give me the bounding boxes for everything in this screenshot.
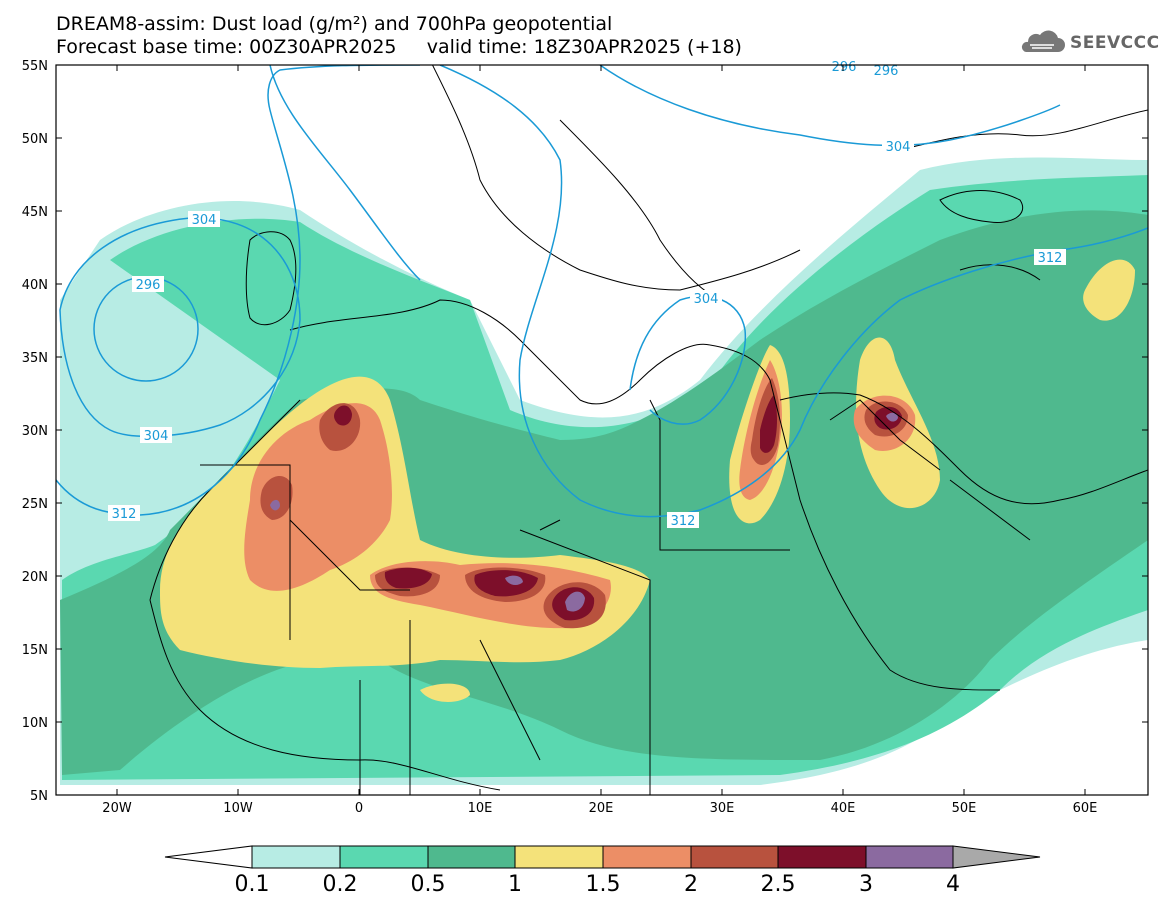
colorbar-max-arrow bbox=[952, 845, 1041, 869]
contour-label: 304 bbox=[144, 429, 169, 444]
longitude-labels: 20W 10W 0 10E 20E 30E 40E 50E 60E bbox=[102, 801, 1097, 816]
colorbar-level-label: 1 bbox=[508, 872, 522, 897]
colorbar-swatch bbox=[251, 845, 341, 869]
logo-text: SEEVCCC bbox=[1070, 33, 1160, 53]
contour-label: 304 bbox=[192, 213, 217, 228]
colorbar-level-label: 2 bbox=[684, 872, 698, 897]
colorbar-level-label: 0.1 bbox=[234, 872, 270, 897]
lat-tick-label: 30N bbox=[22, 424, 48, 439]
colorbar-min-arrow bbox=[164, 845, 253, 869]
lon-tick-label: 0 bbox=[355, 801, 363, 816]
map-body bbox=[56, 65, 1148, 795]
colorbar-swatch bbox=[690, 845, 779, 869]
coastlines bbox=[149, 65, 1148, 795]
dust-band-2.5 bbox=[334, 405, 352, 426]
contour-label: 296 bbox=[874, 64, 899, 79]
contour-labels: 296 296 304 296 304 304 312 312 304 312 bbox=[108, 58, 1066, 529]
contour-label: 312 bbox=[671, 514, 696, 529]
colorbar-level-label: 3 bbox=[859, 872, 873, 897]
map-title-line2: Forecast base time: 00Z30APR2025 valid t… bbox=[56, 36, 742, 58]
latitude-labels: 55N 50N 45N 40N 35N 30N 25N 20N 15N 10N … bbox=[22, 59, 48, 804]
lat-tick-label: 10N bbox=[22, 716, 48, 731]
colorbar-level-label: 1.5 bbox=[585, 872, 621, 897]
contour-304-north bbox=[599, 65, 1061, 147]
lat-tick-label: 45N bbox=[22, 205, 48, 220]
colorbar-swatch bbox=[339, 845, 429, 869]
contour-label: 296 bbox=[832, 60, 857, 75]
lon-tick-label: 10E bbox=[468, 801, 493, 816]
lon-tick-label: 20W bbox=[102, 801, 132, 816]
lat-tick-label: 50N bbox=[22, 132, 48, 147]
lat-tick-label: 55N bbox=[22, 59, 48, 74]
dust-band-2.5 bbox=[384, 567, 432, 589]
contour-304-east bbox=[629, 295, 747, 425]
dust-band-2.5 bbox=[474, 570, 538, 597]
dust-band-1 bbox=[420, 683, 470, 702]
dust-band-3 bbox=[505, 575, 523, 586]
dust-band-3 bbox=[886, 412, 898, 422]
colorbar-swatch bbox=[514, 845, 604, 869]
geopotential-contours bbox=[56, 65, 1148, 518]
map-title-line1: DREAM8-assim: Dust load (g/m²) and 700hP… bbox=[56, 13, 613, 35]
contour-label: 312 bbox=[1038, 251, 1063, 266]
colorbar-level-label: 0.5 bbox=[410, 872, 446, 897]
lat-tick-label: 25N bbox=[22, 497, 48, 512]
lat-tick-label: 15N bbox=[22, 643, 48, 658]
contour-label: 304 bbox=[886, 140, 911, 155]
dust-band-1.5 bbox=[244, 403, 392, 591]
contour-label: 304 bbox=[694, 292, 719, 307]
lat-tick-label: 35N bbox=[22, 351, 48, 366]
dust-band-2.5 bbox=[760, 395, 777, 453]
dust-band-2 bbox=[260, 475, 293, 520]
lon-tick-label: 30E bbox=[710, 801, 735, 816]
colorbar-swatch bbox=[865, 845, 954, 869]
lat-tick-label: 5N bbox=[30, 789, 48, 804]
contour-label: 296 bbox=[136, 278, 161, 293]
cloud-icon bbox=[1021, 30, 1065, 52]
colorbar-level-label: 2.5 bbox=[760, 872, 796, 897]
colorbar-level-label: 0.2 bbox=[322, 872, 358, 897]
contour-296-north bbox=[269, 65, 421, 281]
colorbar-level-label: 4 bbox=[946, 872, 960, 897]
lon-tick-label: 60E bbox=[1073, 801, 1098, 816]
lat-tick-label: 40N bbox=[22, 278, 48, 293]
longitude-axis bbox=[116, 65, 1086, 795]
lon-tick-label: 40E bbox=[831, 801, 856, 816]
colorbar-swatch bbox=[777, 845, 867, 869]
lon-tick-label: 20E bbox=[589, 801, 614, 816]
contour-304-west bbox=[59, 217, 301, 438]
contour-312-west bbox=[56, 65, 421, 516]
dust-band-3 bbox=[270, 499, 280, 511]
colorbar bbox=[164, 845, 1041, 869]
latitude-axis bbox=[56, 64, 1148, 723]
dust-band-3 bbox=[565, 591, 585, 612]
lon-tick-label: 10W bbox=[223, 801, 253, 816]
colorbar-swatch bbox=[427, 845, 516, 869]
contour-label: 312 bbox=[112, 507, 137, 522]
colorbar-swatch bbox=[602, 845, 692, 869]
lon-tick-label: 50E bbox=[952, 801, 977, 816]
lat-tick-label: 20N bbox=[22, 570, 48, 585]
dust-band-1 bbox=[1083, 259, 1135, 321]
seevccc-logo: SEEVCCC bbox=[1018, 29, 1160, 57]
